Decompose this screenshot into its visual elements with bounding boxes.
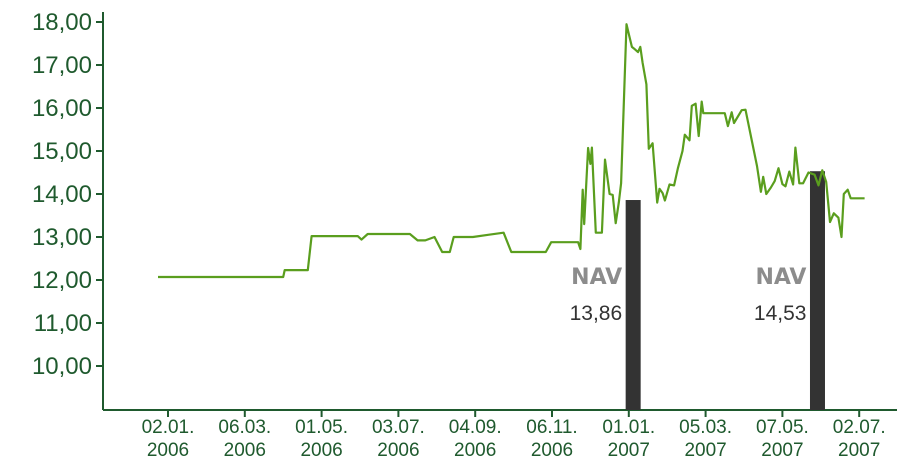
y-tick-label: 11,00 (34, 310, 92, 337)
y-tick-label: 15,00 (32, 138, 92, 165)
x-tick-label-year: 2007 (608, 440, 650, 461)
y-tick-label: 14,00 (32, 181, 92, 208)
y-tick-group: 10,00 11,00 12,00 13,00 14,00 15,00 16,00 17,00… (32, 9, 103, 380)
x-tick-label-year: 2006 (454, 440, 496, 461)
y-tick-label: 13,00 (32, 224, 92, 251)
nav-label-group: NAV 13,86 NAV 14,53 (570, 265, 807, 325)
y-tick-label: 12,00 (32, 267, 92, 294)
x-tick-label-date: 06.03. (218, 417, 271, 438)
x-tick-label-year: 2007 (761, 440, 803, 461)
nav-bar (809, 171, 825, 410)
nav-label: NAV (571, 265, 622, 290)
x-tick-label-date: 01.01. (602, 417, 655, 438)
x-tick-label-year: 2006 (300, 440, 342, 461)
x-tick-label-date: 06.11. (526, 417, 577, 438)
y-tick-label: 16,00 (32, 95, 92, 122)
nav-value-label: 14,53 (754, 302, 807, 325)
x-tick-label-year: 2006 (377, 440, 419, 461)
x-tick-label-date: 05.03. (679, 417, 732, 438)
x-tick-group: 02.01.200606.03.200601.05.200603.07.2006… (142, 410, 886, 461)
x-tick-label-year: 2006 (531, 440, 573, 461)
y-tick-label: 17,00 (32, 52, 92, 79)
x-tick-label-date: 04.09. (449, 417, 502, 438)
x-tick-label-year: 2006 (147, 440, 189, 461)
nav-value-label: 13,86 (570, 302, 623, 325)
x-tick-label-date: 01.05. (295, 417, 348, 438)
series-line (158, 23, 865, 279)
x-tick-label-year: 2006 (224, 440, 266, 461)
x-tick-label-date: 02.01. (142, 417, 195, 438)
nav-bar-group (625, 171, 825, 410)
x-tick-label-year: 2007 (838, 440, 880, 461)
x-tick-label-date: 02.07. (833, 417, 886, 438)
x-tick-label-year: 2007 (684, 440, 726, 461)
y-tick-label: 10,00 (32, 353, 92, 380)
x-tick-label-date: 07.05. (756, 417, 809, 438)
y-tick-label: 18,00 (32, 9, 92, 36)
x-tick-label-date: 03.07. (372, 417, 425, 438)
nav-label: NAV (755, 265, 806, 290)
nav-bar (625, 200, 641, 410)
